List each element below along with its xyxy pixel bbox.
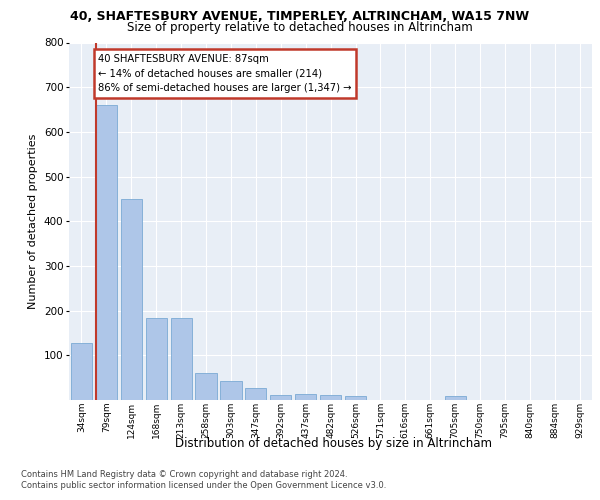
Text: Contains public sector information licensed under the Open Government Licence v3: Contains public sector information licen… <box>21 481 386 490</box>
Bar <box>96 105 117 400</box>
Y-axis label: Number of detached properties: Number of detached properties <box>28 134 38 309</box>
Bar <box>445 396 466 400</box>
Bar <box>71 343 92 400</box>
Bar <box>170 318 192 400</box>
Text: Contains HM Land Registry data © Crown copyright and database right 2024.: Contains HM Land Registry data © Crown c… <box>21 470 347 479</box>
Text: Distribution of detached houses by size in Altrincham: Distribution of detached houses by size … <box>175 438 491 450</box>
Bar <box>345 396 366 400</box>
Text: Size of property relative to detached houses in Altrincham: Size of property relative to detached ho… <box>127 21 473 34</box>
Bar <box>245 388 266 400</box>
Bar <box>196 373 217 400</box>
Text: 40 SHAFTESBURY AVENUE: 87sqm
← 14% of detached houses are smaller (214)
86% of s: 40 SHAFTESBURY AVENUE: 87sqm ← 14% of de… <box>98 54 352 94</box>
Text: 40, SHAFTESBURY AVENUE, TIMPERLEY, ALTRINCHAM, WA15 7NW: 40, SHAFTESBURY AVENUE, TIMPERLEY, ALTRI… <box>70 10 530 23</box>
Bar <box>320 395 341 400</box>
Bar <box>146 318 167 400</box>
Bar <box>270 394 292 400</box>
Bar <box>121 199 142 400</box>
Bar <box>220 381 242 400</box>
Bar <box>295 394 316 400</box>
